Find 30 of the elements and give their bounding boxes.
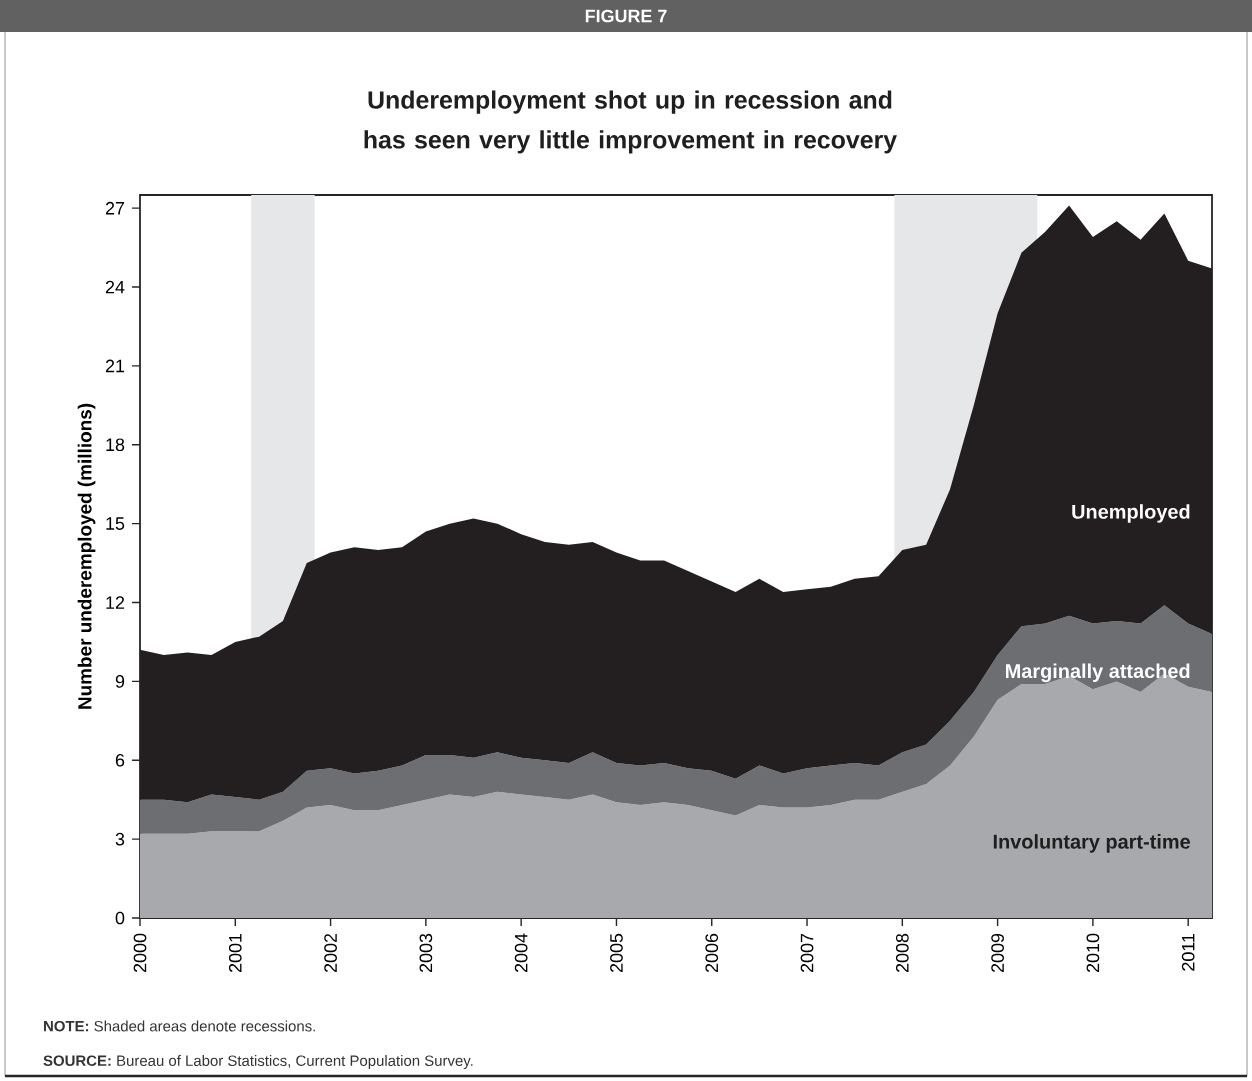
y-tick-label: 3: [115, 832, 125, 846]
x-tick-label: 2008: [895, 933, 909, 973]
y-tick-label: 15: [106, 517, 125, 530]
y-tick-label: 0: [115, 911, 125, 925]
series-label: Unemployed: [1072, 504, 1190, 523]
y-tick-label: 9: [115, 675, 125, 688]
x-tick-label: 2010: [1086, 933, 1100, 973]
x-tick-label: 2004: [514, 933, 528, 973]
y-tick-label: 24: [105, 280, 125, 294]
y-tick-label: 18: [106, 438, 125, 452]
y-tick-label: 27: [105, 201, 125, 215]
x-tick-label: 2006: [705, 933, 719, 973]
x-tick-label: 2005: [610, 933, 623, 973]
x-tick-label: 2002: [324, 933, 337, 973]
y-tick-label: 12: [106, 596, 125, 609]
chart-title: Underemployment shot up in recession and has seen very little improvement in recovery: [364, 90, 897, 154]
x-tick-label: 2000: [133, 933, 147, 973]
text: SOURCE: Bureau of Labor Statistics, Current Population Survey.: [43, 1055, 473, 1069]
x-tick-label: 2001: [228, 933, 242, 973]
series-label: Marginally attached: [1006, 663, 1190, 683]
series-label: Involuntary part-time: [993, 834, 1190, 853]
x-tick-label: 2007: [800, 933, 814, 973]
text: NOTE: Shaded areas denote recessions.: [44, 1020, 315, 1032]
y-axis-title: Number underemployed (millions): [77, 403, 96, 709]
x-tick-label: 2003: [419, 933, 433, 973]
x-tick-label: 2009: [991, 933, 1004, 973]
y-tick-label: 21: [105, 359, 125, 373]
caption: FIGURE 7: [585, 9, 667, 23]
y-tick-label: 6: [115, 753, 125, 767]
x-tick-label: 2011: [1181, 933, 1195, 971]
